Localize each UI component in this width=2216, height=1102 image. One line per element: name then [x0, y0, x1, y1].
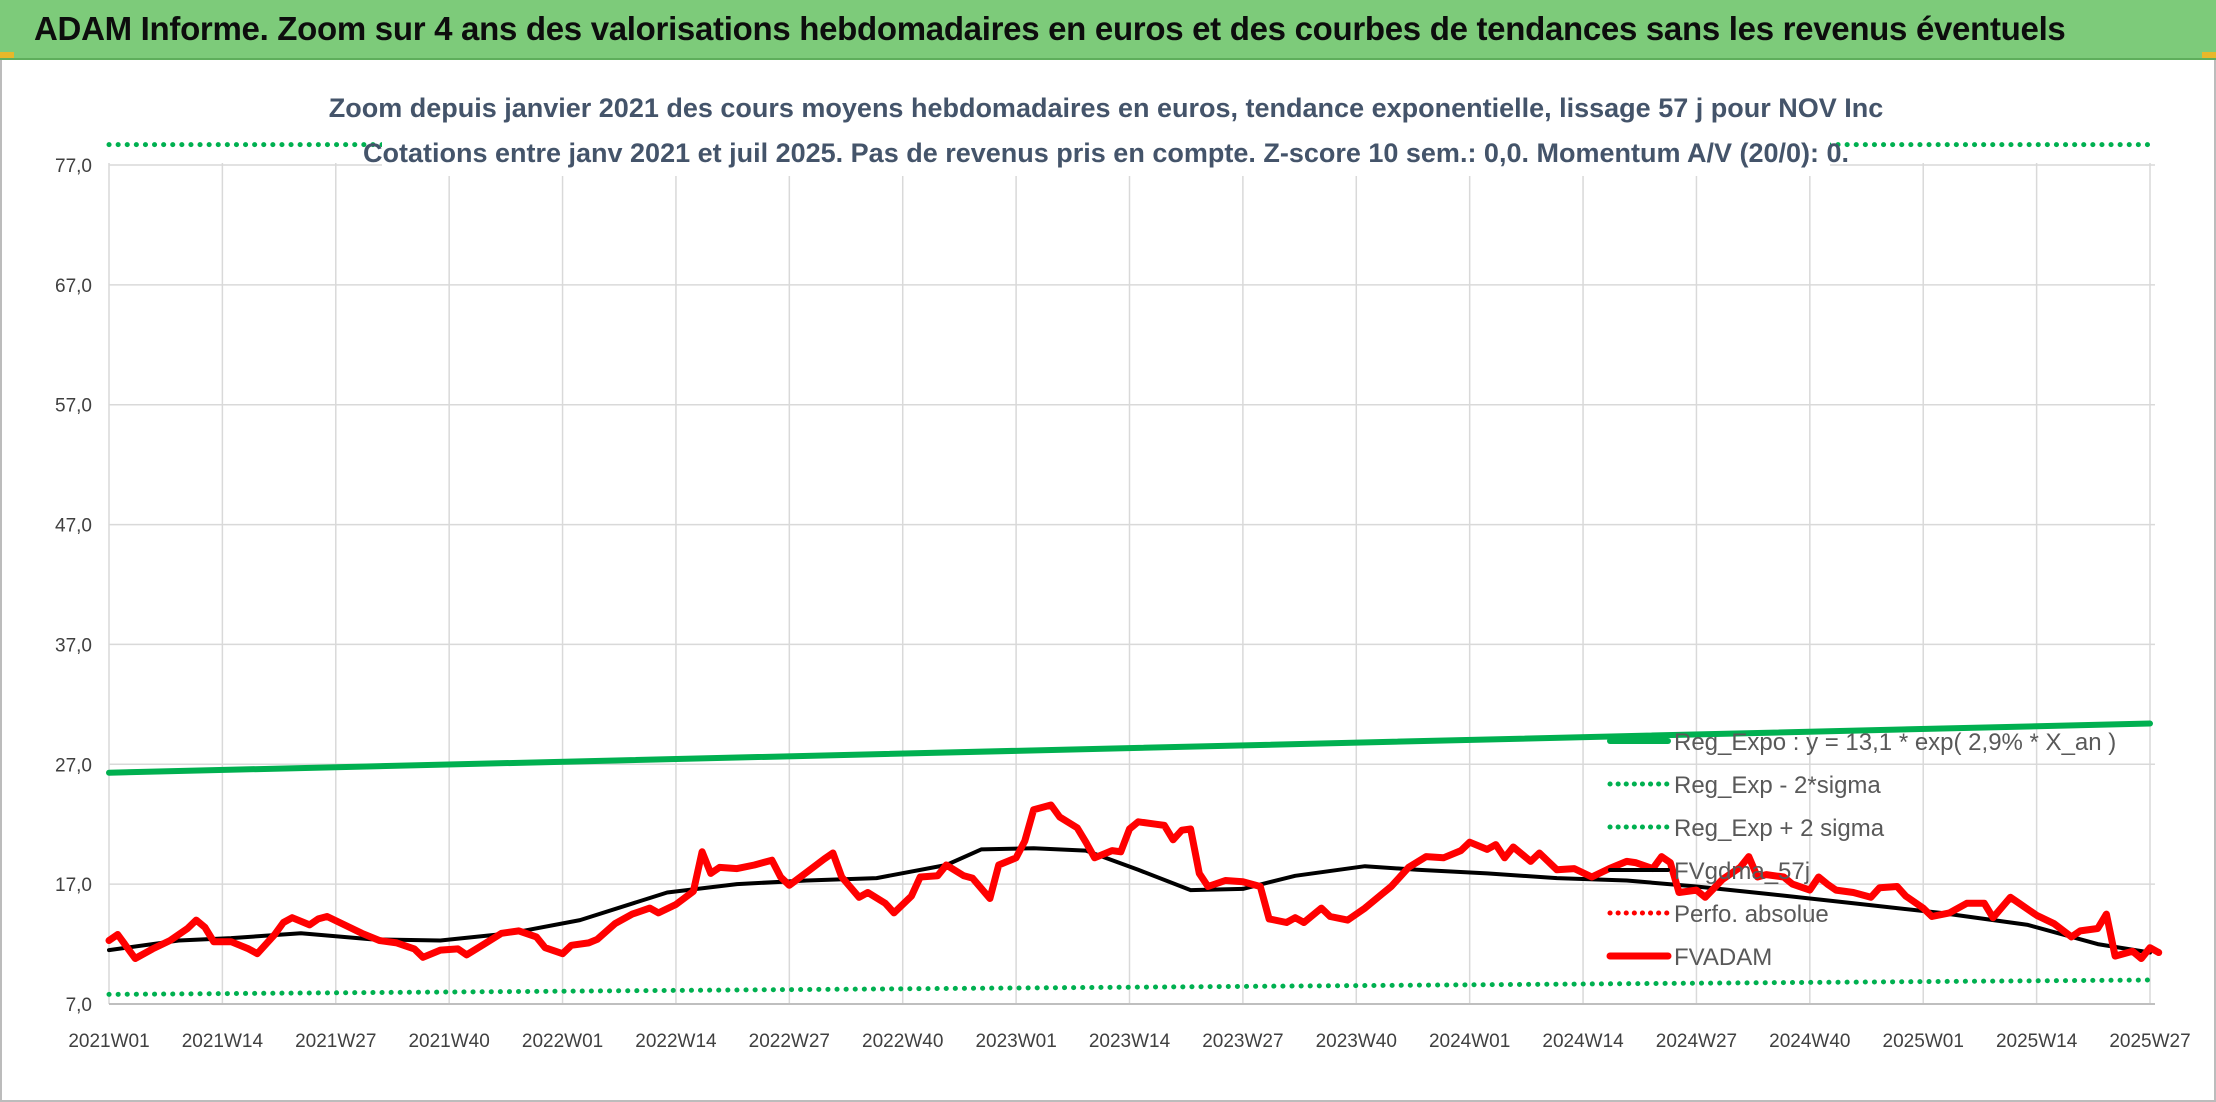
chart-title-background [382, 84, 1830, 176]
x-tick-label: 2021W01 [68, 1031, 149, 1052]
accent-mark-left [0, 52, 14, 58]
legend-label: Reg_Expo : y = 13,1 * exp( 2,9% * X_an ) [1674, 729, 2116, 756]
y-tick-label: 17,0 [55, 875, 92, 896]
accent-mark-right [2202, 52, 2216, 58]
chart-title-line-1: Zoom depuis janvier 2021 des cours moyen… [329, 93, 1884, 123]
legend: Reg_Expo : y = 13,1 * exp( 2,9% * X_an )… [1606, 729, 2116, 971]
x-tick-label: 2021W14 [182, 1031, 264, 1052]
x-tick-label: 2021W40 [408, 1031, 489, 1052]
series-line-0 [106, 720, 2153, 776]
x-tick-label: 2022W14 [635, 1031, 717, 1052]
y-tick-label: 57,0 [55, 396, 92, 417]
x-tick-label: 2024W14 [1542, 1031, 1624, 1052]
x-tick-label: 2023W01 [975, 1031, 1056, 1052]
legend-label: FVgdma_57j [1674, 858, 1810, 885]
x-tick-label: 2021W27 [295, 1031, 376, 1052]
x-axis-labels: 2021W01 2021W14 2021W27 2021W40 2022W01 2022W… [68, 1031, 2190, 1052]
y-tick-label: 37,0 [55, 635, 92, 656]
legend-label: Reg_Exp + 2 sigma [1674, 815, 1885, 842]
x-tick-label: 2024W01 [1429, 1031, 1510, 1052]
header-bar: ADAM Informe. Zoom sur 4 ans des valoris… [0, 0, 2216, 60]
x-tick-label: 2025W27 [2109, 1031, 2190, 1052]
y-tick-label: 7,0 [66, 995, 92, 1016]
x-tick-label: 2024W27 [1656, 1031, 1737, 1052]
x-tick-label: 2023W27 [1202, 1031, 1283, 1052]
gridlines [108, 163, 2155, 1005]
legend-label: FVADAM [1674, 944, 1772, 971]
chart-title-line-2: Cotations entre janv 2021 et juil 2025. … [363, 138, 1849, 168]
series-line-5 [105, 801, 2163, 962]
x-tick-label: 2022W27 [749, 1031, 830, 1052]
series-line-3 [107, 846, 2152, 955]
x-tick-label: 2025W01 [1883, 1031, 1964, 1052]
x-tick-label: 2022W01 [522, 1031, 603, 1052]
y-tick-label: 27,0 [55, 755, 92, 776]
y-tick-label: 47,0 [55, 516, 92, 537]
legend-label: Perfo. absolue [1674, 901, 1829, 928]
series-line-1 [106, 977, 2153, 997]
report-title: ADAM Informe. Zoom sur 4 ans des valoris… [34, 10, 2066, 47]
x-tick-label: 2022W40 [862, 1031, 943, 1052]
series-layer [105, 142, 2163, 997]
x-tick-label: 2023W40 [1316, 1031, 1397, 1052]
y-tick-label: 77,0 [55, 156, 92, 177]
y-tick-label: 67,0 [55, 276, 92, 297]
x-tick-label: 2024W40 [1769, 1031, 1850, 1052]
y-axis-labels: 7,0 17,0 27,0 37,0 47,0 57,0 67,0 77,0 [55, 156, 92, 1016]
legend-label: Reg_Exp - 2*sigma [1674, 772, 1881, 799]
x-tick-label: 2023W14 [1089, 1031, 1171, 1052]
x-tick-label: 2025W14 [1996, 1031, 2078, 1052]
